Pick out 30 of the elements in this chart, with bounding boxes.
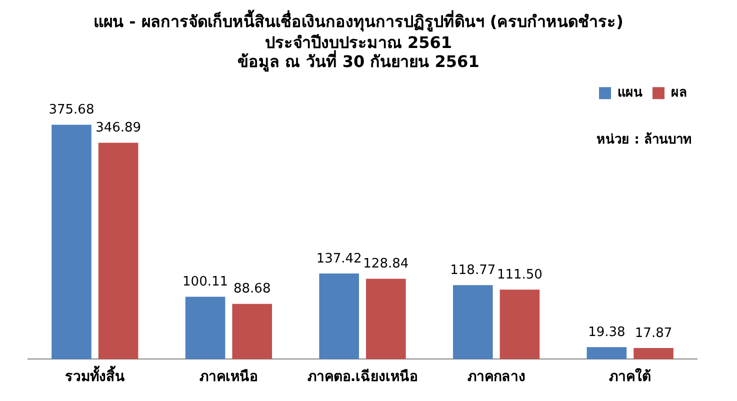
data-label: 17.87 [634,326,672,341]
data-label: 88.68 [234,282,271,297]
bar [319,273,359,360]
data-label: 346.89 [96,120,142,136]
data-label: 128.84 [363,256,409,272]
bar [185,296,226,360]
chart-subtitle: ประจำปีงบประมาณ 2561 ข้อมูล ณ วันที่ 30 กันยายน 2561 [238,32,480,74]
bar [52,124,92,360]
bar [634,348,674,360]
legend-label: ผล [671,85,687,100]
data-label: 375.68 [48,102,94,118]
legend-label: แผน [618,85,642,100]
x-tick-label: รวมทั้งสิ้น [64,365,125,386]
bar [232,304,272,360]
data-label: 137.42 [316,251,362,266]
bar [98,142,138,360]
data-label: 118.77 [450,262,496,278]
bar [500,290,540,360]
data-label: 100.11 [182,274,228,290]
x-tick-label: ภาคใต้ [609,367,652,386]
data-label: 111.50 [496,268,542,282]
bar [452,285,493,360]
data-label: 19.38 [588,324,626,340]
annotation: หน่วย : ล้านบาท [596,131,692,148]
bar [586,347,627,360]
chart-title: แผน - ผลการจัดเก็บหนี้สินเชื่อเงินกองทุนการปฏิรูปที่ดินฯ (ครบกำหนดชำระ) [94,8,624,33]
x-tick-label: ภาคเหนือ [200,369,258,386]
x-tick-label: ภาคตอ.เฉียงเหนือ [307,369,418,386]
bar [366,278,406,360]
x-tick-label: ภาคกลาง [467,369,526,386]
